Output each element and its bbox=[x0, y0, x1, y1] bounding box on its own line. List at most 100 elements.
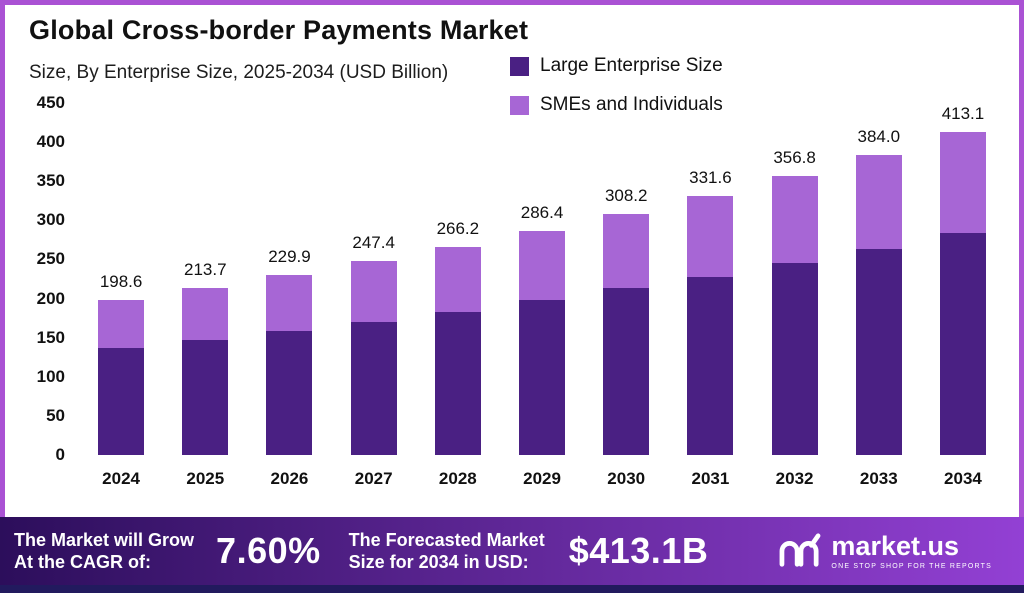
x-axis-label: 2027 bbox=[354, 469, 393, 488]
legend-swatch-smes bbox=[510, 95, 529, 115]
bar-segment-large-enterprise bbox=[939, 232, 986, 455]
stacked-bar bbox=[98, 299, 145, 455]
y-axis-label: 100 bbox=[36, 366, 65, 386]
y-axis-label: 150 bbox=[36, 327, 65, 347]
bar-value-label: 229.9 bbox=[268, 247, 311, 267]
x-axis-label: 2026 bbox=[270, 469, 309, 488]
stacked-bar bbox=[350, 261, 397, 455]
bottom-strip bbox=[0, 585, 1024, 593]
x-axis-label: 2029 bbox=[523, 469, 561, 488]
chart-subtitle: Size, By Enterprise Size, 2025-2034 (USD… bbox=[29, 62, 449, 83]
x-axis-label: 2025 bbox=[186, 469, 225, 488]
y-axis-label: 400 bbox=[36, 132, 65, 152]
forecast-label: The Forecasted Market Size for 2034 in U… bbox=[349, 529, 545, 574]
x-axis-label: 2032 bbox=[775, 469, 814, 488]
forecast-label-line1: The Forecasted Market bbox=[348, 529, 545, 550]
brand-text: market.us ONE STOP SHOP FOR THE REPORTS bbox=[831, 530, 992, 570]
legend: Large Enterprise Size SMEs and Individua… bbox=[510, 55, 723, 116]
bar-value-label: 247.4 bbox=[352, 233, 395, 253]
x-axis-label: 2033 bbox=[859, 469, 898, 488]
brand-tagline: ONE STOP SHOP FOR THE REPORTS bbox=[831, 562, 992, 570]
y-axis-label: 200 bbox=[36, 288, 65, 308]
y-axis-label: 50 bbox=[46, 405, 65, 425]
stacked-bar bbox=[434, 246, 481, 455]
legend-label: Large Enterprise Size bbox=[540, 55, 723, 76]
bar-value-label: 308.2 bbox=[604, 185, 648, 205]
stacked-bar bbox=[855, 154, 902, 455]
stacked-bar bbox=[266, 275, 313, 455]
bar-value-label: 286.4 bbox=[520, 202, 564, 222]
chart-card: Global Cross-border Payments Market Size… bbox=[5, 5, 1019, 517]
legend-label: SMEs and Individuals bbox=[540, 94, 723, 115]
bar-segment-smes bbox=[771, 175, 818, 264]
bar-segment-smes bbox=[519, 230, 566, 301]
bar-segment-smes bbox=[687, 195, 734, 277]
bar-segment-large-enterprise bbox=[98, 347, 145, 455]
stacked-bar bbox=[519, 230, 566, 455]
bar-column: 356.8 2032 bbox=[753, 103, 837, 488]
plot-area: 198.6 2024 213.7 2025 229.9 2026 247.4 2027 266.… bbox=[79, 103, 1005, 488]
legend-item-smes: SMEs and Individuals bbox=[510, 94, 723, 116]
stacked-bar bbox=[939, 131, 986, 455]
y-axis-label: 250 bbox=[36, 249, 65, 269]
x-axis-label: 2028 bbox=[438, 469, 477, 488]
brand-logo: market.us ONE STOP SHOP FOR THE REPORTS bbox=[777, 532, 992, 570]
x-axis-label: 2031 bbox=[691, 469, 730, 488]
bar-segment-smes bbox=[182, 287, 229, 341]
bar-column: 413.1 2034 bbox=[921, 103, 1005, 488]
bar-segment-smes bbox=[266, 275, 313, 332]
bar-column: 229.9 2026 bbox=[247, 103, 331, 488]
bar-segment-large-enterprise bbox=[687, 276, 734, 455]
bar-value-label: 413.1 bbox=[941, 103, 985, 123]
bar-segment-smes bbox=[434, 246, 481, 312]
y-axis-label: 350 bbox=[36, 171, 65, 191]
bar-column: 247.4 2027 bbox=[332, 103, 416, 488]
bar-value-label: 356.8 bbox=[773, 147, 816, 167]
bar-column: 266.2 2028 bbox=[416, 103, 500, 488]
bar-value-label: 213.7 bbox=[184, 259, 227, 279]
bar-value-label: 384.0 bbox=[857, 126, 901, 146]
x-axis-label: 2030 bbox=[607, 469, 646, 488]
bar-segment-smes bbox=[350, 261, 397, 323]
chart-title: Global Cross-border Payments Market bbox=[29, 15, 529, 45]
legend-swatch-large-enterprise bbox=[510, 56, 529, 76]
bar-column: 198.6 2024 bbox=[79, 103, 163, 488]
stacked-bar bbox=[603, 213, 650, 455]
x-axis-label: 2024 bbox=[102, 469, 140, 488]
bar-segment-large-enterprise bbox=[350, 322, 397, 455]
bar-value-label: 331.6 bbox=[689, 167, 732, 187]
bar-segment-large-enterprise bbox=[434, 311, 481, 455]
bar-column: 286.4 2029 bbox=[500, 103, 584, 488]
legend-item-large-enterprise: Large Enterprise Size bbox=[510, 55, 723, 77]
forecast-label-line2: Size for 2034 in USD: bbox=[348, 552, 529, 572]
stacked-bar bbox=[182, 287, 229, 455]
bar-segment-large-enterprise bbox=[266, 331, 313, 455]
bar-segment-large-enterprise bbox=[771, 263, 818, 455]
brand-name: market.us bbox=[831, 530, 959, 561]
bar-segment-smes bbox=[855, 154, 902, 249]
market-us-logo-icon bbox=[779, 533, 821, 567]
y-axis: 0 50 100 150 200 250 300 350 400 450 bbox=[13, 93, 65, 464]
y-axis-label: 300 bbox=[36, 210, 65, 230]
stacked-bar bbox=[771, 175, 818, 455]
bar-column: 331.6 2031 bbox=[668, 103, 752, 488]
bar-segment-smes bbox=[98, 299, 145, 348]
bar-segment-large-enterprise bbox=[182, 340, 229, 455]
y-axis-label: 450 bbox=[36, 93, 65, 112]
x-axis-label: 2034 bbox=[944, 469, 982, 488]
bar-value-label: 266.2 bbox=[436, 218, 480, 238]
cagr-label: The Market will Grow At the CAGR of: bbox=[14, 529, 194, 574]
cagr-label-line1: The Market will Grow bbox=[14, 529, 195, 550]
cagr-value: 7.60% bbox=[216, 530, 321, 571]
cagr-label-line2: At the CAGR of: bbox=[14, 552, 151, 572]
bar-column: 213.7 2025 bbox=[163, 103, 247, 488]
bar-segment-large-enterprise bbox=[603, 288, 650, 455]
bar-column: 384.0 2033 bbox=[837, 103, 921, 488]
bar-value-label: 198.6 bbox=[99, 271, 143, 291]
bar-segment-large-enterprise bbox=[519, 300, 566, 455]
bar-segment-large-enterprise bbox=[855, 248, 902, 455]
bar-column: 308.2 2030 bbox=[584, 103, 668, 488]
bar-segment-smes bbox=[603, 213, 650, 289]
footer-banner: The Market will Grow At the CAGR of: 7.6… bbox=[0, 517, 1024, 585]
